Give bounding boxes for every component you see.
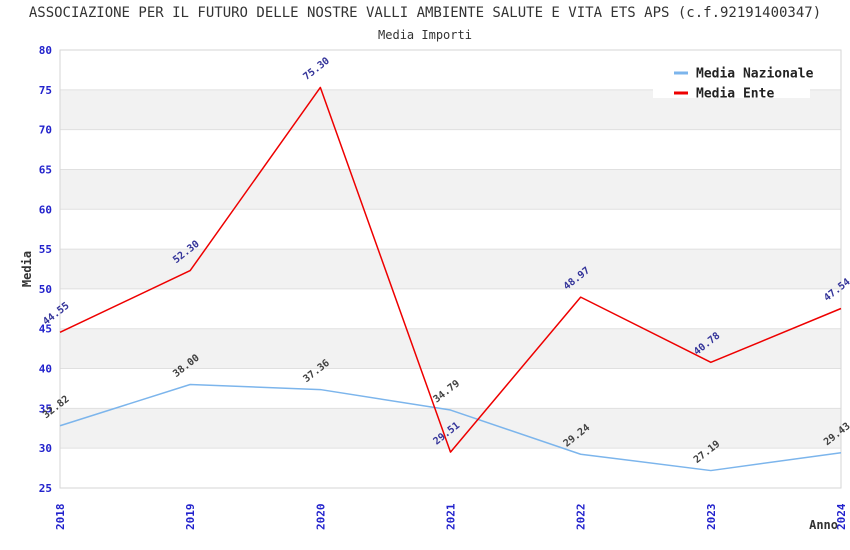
legend-item-media-ente[interactable]: Media Ente — [674, 87, 774, 102]
y-axis-title: Media — [20, 251, 34, 287]
y-axis-tick-label: 70 — [39, 124, 52, 137]
series-line-media-ente — [59, 86, 842, 453]
plot-band — [60, 249, 841, 289]
plot-band — [60, 328, 841, 369]
plot-band — [60, 288, 841, 329]
y-axis-tick-label: 45 — [39, 323, 52, 336]
plot-border — [59, 49, 842, 489]
y-axis-tick-label: 30 — [39, 442, 52, 455]
plot-band — [60, 368, 841, 409]
legend-label: Media Nazionale — [696, 67, 814, 82]
y-axis-tick-label: 35 — [39, 402, 52, 415]
x-axis-tick-label: 2020 — [314, 504, 327, 531]
x-axis-tick-label: 2021 — [445, 503, 458, 530]
y-axis-tick-label: 75 — [39, 84, 52, 97]
x-axis-tick-label: 2022 — [575, 504, 588, 531]
y-axis-tick-label: 55 — [39, 243, 52, 256]
plot-band — [60, 448, 841, 488]
y-axis-tick-label: 60 — [39, 203, 52, 216]
x-axis-tick-label: 2024 — [835, 503, 848, 530]
y-axis-tick-label: 65 — [39, 163, 52, 176]
legend-box — [653, 52, 810, 98]
series-line-media-nazionale — [59, 383, 842, 472]
plot-band — [60, 209, 841, 250]
plot-band — [60, 169, 841, 210]
legend-item-media-nazionale[interactable]: Media Nazionale — [674, 67, 814, 82]
chart-subtitle: Media Importi — [378, 28, 472, 42]
x-axis-tick-label: 2019 — [184, 504, 197, 531]
x-axis-title: Anno — [809, 518, 838, 532]
y-axis-tick-label: 25 — [39, 482, 52, 495]
legend: Media Nazionale Media Ente — [653, 52, 814, 102]
x-axis-tick-label: 2018 — [54, 504, 67, 531]
plot-band — [60, 129, 841, 170]
chart-title: ASSOCIAZIONE PER IL FUTURO DELLE NOSTRE … — [28, 5, 822, 21]
y-axis-tick-label: 80 — [39, 44, 52, 57]
plot-band — [60, 408, 841, 449]
y-axis-tick-label: 40 — [39, 363, 52, 376]
x-axis-tick-label: 2023 — [705, 504, 718, 531]
y-axis-tick-label: 50 — [39, 283, 52, 296]
legend-label: Media Ente — [696, 87, 774, 102]
